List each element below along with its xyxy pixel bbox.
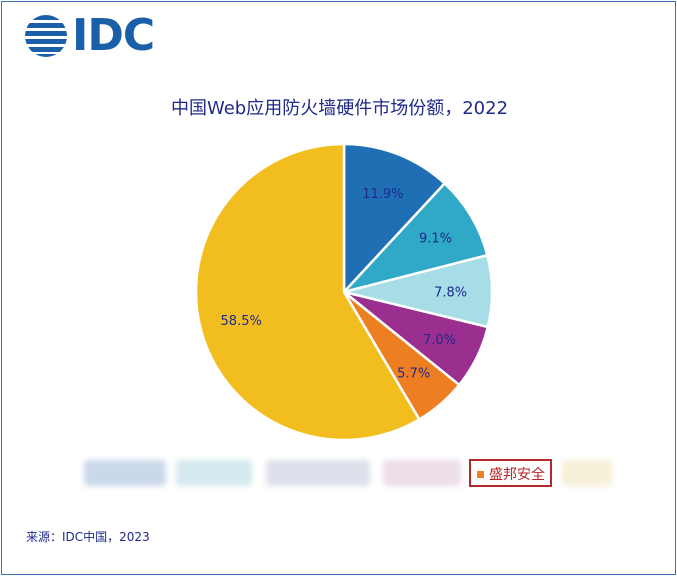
source-note: 来源：IDC中国，2023: [26, 530, 150, 544]
pie-slice: [342, 142, 447, 296]
legend-highlight-box: 盛邦安全: [469, 459, 552, 487]
legend-label: 盛邦安全: [489, 467, 545, 483]
idc-logo-icon: [25, 15, 67, 57]
legend-entry-blurred: [266, 460, 370, 486]
legend-entry-blurred: [84, 460, 166, 486]
legend-entry-blurred: [383, 460, 461, 486]
logo-text: IDC: [72, 10, 155, 61]
slice-data-label: 7.8%: [434, 285, 467, 300]
pie-slice: [340, 181, 489, 295]
slice-data-label: 11.9%: [362, 187, 403, 202]
legend-entry-blurred: [176, 460, 252, 486]
slice-data-label: 7.0%: [423, 333, 456, 348]
slice-data-label: 5.7%: [397, 367, 430, 382]
legend-swatch: [477, 471, 484, 478]
slice-data-label: 9.1%: [419, 232, 452, 247]
pie-slice: [194, 142, 422, 442]
legend-entry-blurred: [562, 460, 612, 486]
slice-data-label: 58.5%: [221, 314, 262, 329]
chart-title: 中国Web应用防火墙硬件市场份额，2022: [170, 98, 509, 119]
